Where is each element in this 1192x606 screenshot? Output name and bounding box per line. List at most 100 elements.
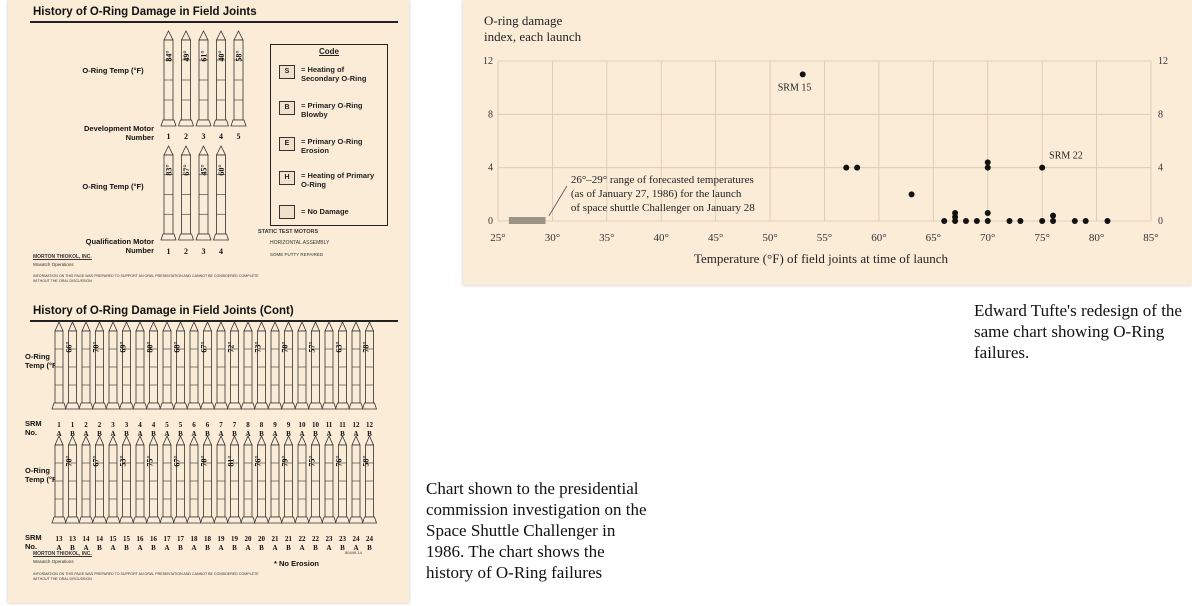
srm-number-row2: 18 [191,535,199,543]
x-tick-label: 70° [980,232,995,244]
flight-rocket-row1 [361,321,378,410]
data-point [1082,218,1089,224]
qual-temp-label: 83° [165,164,174,175]
flight-rocket-row1 [321,321,337,410]
legend-text-b: = Primary O-Ring Blowby [301,101,363,119]
data-point [984,218,991,224]
srm-letter-row2: A [56,544,61,552]
srm-number-row1: 2 [98,421,102,429]
srm-number-row2: 13 [56,535,64,543]
srm-number-row2: 19 [231,535,239,543]
srm-letter-row1: B [205,430,210,438]
tufte-scatter-chart: O-ring damage index, each launch 25° 30° 3… [483,13,1168,266]
flight-rocket-row1 [145,321,162,410]
srm-letter-row1: A [299,430,304,438]
srm-number-row2: 17 [177,535,185,543]
srm-letter-row2: A [137,544,142,552]
flight-rocket-row1 [199,321,216,410]
flight-rocket-row2 [294,435,310,524]
y-tick-label-left: 0 [488,216,493,227]
srm-number-row1: 11 [326,421,333,429]
chart-title-line2: index, each launch [484,29,582,44]
legend-box: Code S = Heating of Secondary O-Ring B =… [270,44,388,226]
srm-number-row1: 3 [111,421,115,429]
flight-rocket-row1 [240,321,256,410]
data-point [952,210,959,216]
srm-number-row2: 24 [366,535,374,543]
dev-motor-number: 5 [237,132,241,141]
srm-letter-row1: B [70,430,75,438]
flight-temp-label-row1: 63° [335,341,344,352]
srm-number-row2: 16 [150,535,158,543]
srm-letter-row1: A [164,430,169,438]
srm-letter-row1: A [353,430,358,438]
srm-label-row1: SRM No. [25,419,42,437]
flight-rocket-row2 [172,435,189,524]
srm-letter-row2: B [232,544,237,552]
data-point [962,218,969,224]
flight-rocket-row2 [240,435,256,524]
forecast-range-bar [508,217,546,224]
static-note-1: HORIZONTAL ASSEMBLY [270,240,330,246]
srm-letter-row1: B [124,430,129,438]
flight-rocket-row2 [105,435,121,524]
srm-letter-row2: A [272,544,277,552]
qual-temp-label: 45° [200,164,209,175]
qual-motor-label: Qualification Motor Number [85,237,154,255]
srm-number-row1: 11 [339,421,346,429]
srm-number-row2: 24 [353,535,361,543]
srm-number-row1: 1 [71,421,75,429]
srm-number-row1: 10 [312,421,320,429]
flight-temp-label-row2: 67° [173,455,182,466]
flight-temp-label-row2: 76° [335,455,344,466]
srm-letter-row1: A [56,430,61,438]
static-test-label: STATIC TEST MOTORS [258,229,319,235]
flight-rocket-row2 [118,435,135,524]
x-tick-label: 80° [1089,232,1104,244]
dev-motor-number: 4 [219,132,223,141]
flight-temp-label-row2: 79° [281,455,290,466]
data-point [941,218,948,224]
data-point [799,71,806,78]
flight-rocket-row1 [172,321,189,410]
qual-motor-number: 2 [184,247,188,256]
x-tick-label: 85° [1143,232,1158,244]
srm-letter-row1: B [232,430,237,438]
dev-motor-rocket [230,30,247,127]
right-caption: Edward Tufte's redesign of the same char… [974,301,1182,362]
flight-rocket-row2 [159,435,175,524]
srm-letter-row2: A [110,544,115,552]
flight-temp-label-row2: 81° [227,455,236,466]
flight-rocket-row2 [199,435,216,524]
dev-motor-number: 1 [167,132,171,141]
flight-rocket-row1 [294,321,310,410]
oring-temp-label-dev: O-Ring Temp (°F) [82,66,144,75]
data-point [1006,218,1013,224]
flight-rocket-row1 [280,321,297,410]
srm-number-row2: 20 [258,535,266,543]
original-chart-panel: History of O-Ring Damage in Field Joints… [8,0,409,603]
srm-number-row2: 22 [299,535,307,543]
x-tick-label: 30° [545,232,560,244]
srm-letter-row1: A [272,430,277,438]
x-tick-label: 25° [490,232,505,244]
disclaimer-bottom: INFORMATION ON THIS PAGE WAS PREPARED TO… [33,572,259,581]
flight-temp-label-row1: 69° [119,341,128,352]
data-point [1071,218,1078,224]
y-tick-label-left: 8 [488,109,493,120]
legend-symbol-b: B [279,101,295,115]
qual-temp-label: 60° [217,164,226,175]
srm-letter-row2: B [259,544,264,552]
point-labels: SRM 15 SRM 22 [778,82,1083,161]
srm-label-row2: SRM No. [25,533,42,551]
flight-temp-label-row1: 66° [65,341,74,352]
qual-motor-number: 4 [219,247,223,256]
flight-rocket-row1 [64,321,81,410]
srm-number-row2: 15 [123,535,131,543]
srm-number-row2: 16 [137,535,145,543]
srm-letter-row2: A [191,544,196,552]
flight-temp-label-row1: 78° [362,341,371,352]
srm-letter-row2: B [367,544,372,552]
point-label: SRM 22 [1049,151,1083,162]
legend-symbol-h: H [279,171,295,185]
